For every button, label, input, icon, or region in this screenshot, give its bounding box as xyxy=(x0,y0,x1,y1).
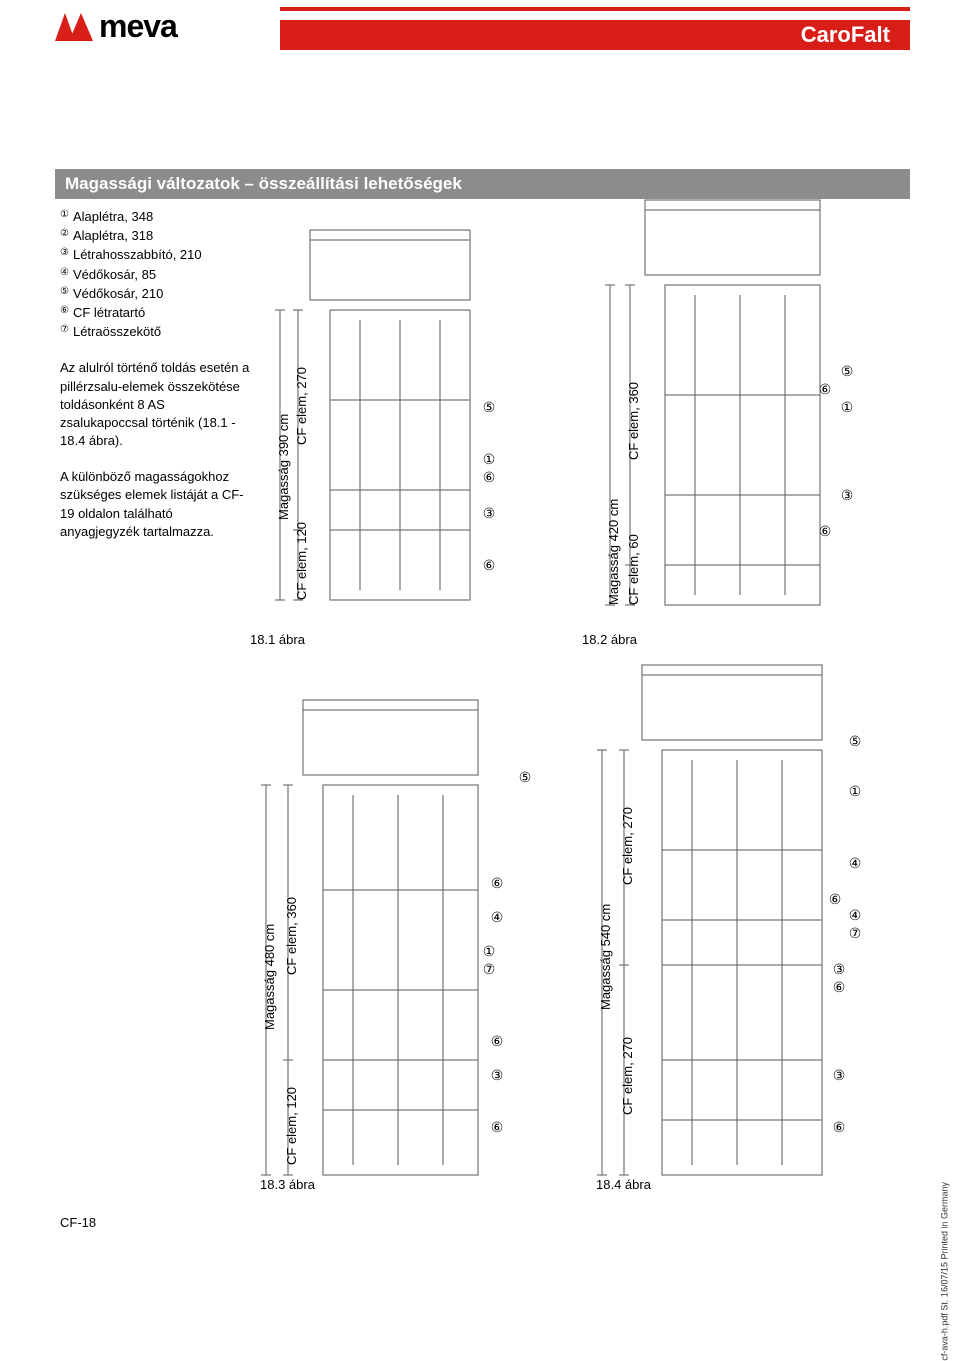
d4-height-label: Magasság 540 cm xyxy=(598,904,613,1010)
paragraph-2: A különböző magasságokhoz szükséges elem… xyxy=(60,468,250,541)
d3-c7: ⑥ xyxy=(488,1118,506,1136)
d2-caption: 18.2 ábra xyxy=(582,632,637,647)
d3-c4: ⑦ xyxy=(480,960,498,978)
d2-c1: ⑥ xyxy=(816,380,834,398)
section-title: Magassági változatok – összeállítási leh… xyxy=(65,174,462,193)
legend-item: ③Létrahosszabbító, 210 xyxy=(60,246,250,264)
d2-seg2-label: CF elem, 60 xyxy=(626,534,641,605)
d1-caption: 18.1 ábra xyxy=(250,632,305,647)
d4-seg1-label: CF elem, 270 xyxy=(620,807,635,885)
d2-c3: ③ xyxy=(838,486,856,504)
d4-c7: ⑥ xyxy=(830,978,848,996)
d1-seg1-label: CF elem, 270 xyxy=(294,367,309,445)
d1-c3: ③ xyxy=(480,504,498,522)
d4-caption: 18.4 ábra xyxy=(596,1177,651,1192)
d4-c1: ① xyxy=(846,782,864,800)
d2-seg1-label: CF elem, 360 xyxy=(626,382,641,460)
header-product-bar: CaroFalt xyxy=(280,20,910,50)
d3-caption: 18.3 ábra xyxy=(260,1177,315,1192)
d4-c5: ⑦ xyxy=(846,924,864,942)
d4-c3: ⑥ xyxy=(826,890,844,908)
d4-c6: ③ xyxy=(830,960,848,978)
d4-c2: ④ xyxy=(846,854,864,872)
d3-c0: ⑤ xyxy=(516,768,534,786)
d4-c0: ⑤ xyxy=(846,732,864,750)
d2-c4: ⑥ xyxy=(816,522,834,540)
header-thin-rule xyxy=(280,7,910,11)
logo-triangles-icon xyxy=(55,11,95,43)
d1-height-label: Magasság 390 cm xyxy=(276,414,291,520)
d4-seg2-label: CF elem, 270 xyxy=(620,1037,635,1115)
d3-c6: ③ xyxy=(488,1066,506,1084)
d3-c1: ⑥ xyxy=(488,874,506,892)
d3-height-label: Magasság 480 cm xyxy=(262,924,277,1030)
d1-c4: ⑥ xyxy=(480,556,498,574)
page-ref: CF-18 xyxy=(60,1215,96,1230)
d2-c0: ⑤ xyxy=(838,362,856,380)
d4-c8: ③ xyxy=(830,1066,848,1084)
legend-item: ⑦Létraösszekötő xyxy=(60,323,250,341)
d3-c2: ④ xyxy=(488,908,506,926)
brand-wordmark: meva xyxy=(99,8,177,45)
d3-c3: ① xyxy=(480,942,498,960)
legend-item: ⑥CF létratartó xyxy=(60,304,250,322)
legend-item: ①Alaplétra, 348 xyxy=(60,208,250,226)
d3-seg1-label: CF elem, 360 xyxy=(284,897,299,975)
d1-seg2-label: CF elem, 120 xyxy=(294,522,309,600)
print-note: cf-ava-h.pdf St. 16/07/15 Printed in Ger… xyxy=(940,1182,950,1361)
legend-item: ②Alaplétra, 318 xyxy=(60,227,250,245)
legend-item: ⑤Védőkosár, 210 xyxy=(60,285,250,303)
d2-height-label: Magasság 420 cm xyxy=(606,499,621,605)
brand-logo: meva xyxy=(55,8,177,45)
d1-c1: ① xyxy=(480,450,498,468)
product-name: CaroFalt xyxy=(801,22,890,48)
d4-c4: ④ xyxy=(846,906,864,924)
legend-block: ①Alaplétra, 348 ②Alaplétra, 318 ③Létraho… xyxy=(60,208,250,541)
d1-c2: ⑥ xyxy=(480,468,498,486)
d3-c5: ⑥ xyxy=(488,1032,506,1050)
d1-c0: ⑤ xyxy=(480,398,498,416)
d2-c2: ① xyxy=(838,398,856,416)
d3-seg2-label: CF elem, 120 xyxy=(284,1087,299,1165)
legend-item: ④Védőkosár, 85 xyxy=(60,266,250,284)
paragraph-1: Az alulról történő toldás esetén a pillé… xyxy=(60,359,250,450)
d4-c9: ⑥ xyxy=(830,1118,848,1136)
